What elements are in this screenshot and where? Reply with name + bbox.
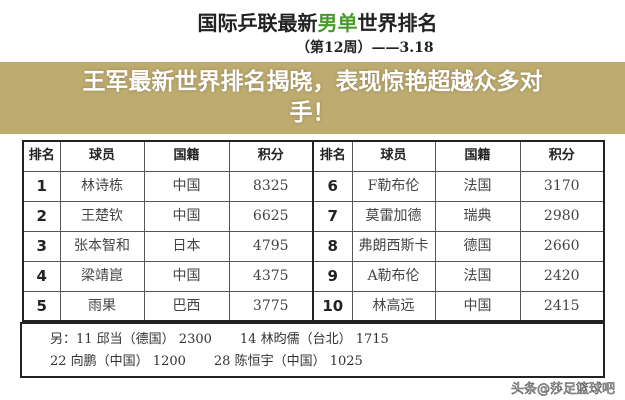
player-cell: 林诗栋 bbox=[59, 170, 145, 202]
player-cell: 王楚钦 bbox=[59, 200, 145, 232]
header-cell: 国籍 bbox=[143, 140, 230, 172]
player-cell: 林高远 bbox=[351, 290, 436, 322]
player-cell: 莫雷加德 bbox=[351, 200, 436, 232]
header-cell: 积分 bbox=[228, 140, 314, 172]
table-row: 4 梁靖崑 中国 4375 9 A勒布伦 法国 2420 bbox=[22, 260, 605, 292]
player-cell: 弗朗西斯卡 bbox=[351, 230, 436, 262]
headline-banner: 王军最新世界排名揭晓，表现惊艳超越众多对手！ bbox=[0, 62, 625, 134]
table-row: 2 王楚钦 中国 6625 7 莫雷加德 瑞典 2980 bbox=[22, 200, 605, 232]
points-cell: 2420 bbox=[519, 260, 605, 292]
note-item: 14 林昀儒（台北） 1715 bbox=[239, 332, 389, 347]
points-cell: 2660 bbox=[519, 230, 605, 262]
watermark: 头条@莎足篮球吧 bbox=[510, 382, 616, 398]
country-cell: 中国 bbox=[434, 290, 521, 322]
player-cell: F勒布伦 bbox=[351, 170, 436, 202]
rank-cell: 2 bbox=[22, 200, 61, 232]
points-cell: 4375 bbox=[228, 260, 314, 292]
additional-rankings: 另：11 邱当（德国） 2300 14 林昀儒（台北） 1715 22 向鹏（中国… bbox=[20, 322, 605, 378]
country-cell: 法国 bbox=[434, 260, 521, 292]
points-cell: 3170 bbox=[519, 170, 605, 202]
header-cell: 国籍 bbox=[434, 140, 521, 172]
points-cell: 4795 bbox=[228, 230, 314, 262]
rank-cell: 4 bbox=[22, 260, 61, 292]
player-cell: A勒布伦 bbox=[351, 260, 436, 292]
table-row: 3 张本智和 日本 4795 8 弗朗西斯卡 德国 2660 bbox=[22, 230, 605, 262]
table-header-row: 排名 球员 国籍 积分 排名 球员 国籍 积分 bbox=[22, 140, 605, 172]
rank-cell: 8 bbox=[312, 230, 353, 262]
rank-cell: 9 bbox=[312, 260, 353, 292]
header-cell: 排名 bbox=[312, 140, 353, 172]
rank-cell: 5 bbox=[22, 290, 61, 322]
ranking-title: 国际乒联最新男单世界排名 bbox=[197, 11, 438, 35]
title-highlight: 男单 bbox=[317, 11, 358, 35]
note-item: 28 陈恒宇（中国） 1025 bbox=[213, 354, 363, 369]
country-cell: 中国 bbox=[143, 260, 230, 292]
rank-cell: 3 bbox=[22, 230, 61, 262]
country-cell: 日本 bbox=[143, 230, 230, 262]
rank-cell: 10 bbox=[312, 290, 353, 322]
points-cell: 8325 bbox=[228, 170, 314, 202]
rank-cell: 6 bbox=[312, 170, 353, 202]
note-item: 另：11 邱当（德国） 2300 bbox=[50, 332, 212, 347]
points-cell: 2415 bbox=[519, 290, 605, 322]
country-cell: 德国 bbox=[434, 230, 521, 262]
country-cell: 中国 bbox=[143, 170, 230, 202]
player-cell: 张本智和 bbox=[59, 230, 145, 262]
ranking-subtitle: （第12周）——3.18 bbox=[296, 40, 434, 56]
header-cell: 积分 bbox=[519, 140, 605, 172]
player-cell: 梁靖崑 bbox=[59, 260, 145, 292]
table-row: 1 林诗栋 中国 8325 6 F勒布伦 法国 3170 bbox=[22, 170, 605, 202]
rank-cell: 1 bbox=[22, 170, 61, 202]
table-row: 5 雨果 巴西 3775 10 林高远 中国 2415 bbox=[22, 290, 605, 322]
header-cell: 排名 bbox=[22, 140, 61, 172]
player-cell: 雨果 bbox=[59, 290, 145, 322]
headline-text: 王军最新世界排名揭晓，表现惊艳超越众多对手！ bbox=[82, 69, 543, 126]
points-cell: 6625 bbox=[228, 200, 314, 232]
country-cell: 巴西 bbox=[143, 290, 230, 322]
country-cell: 法国 bbox=[434, 170, 521, 202]
points-cell: 2980 bbox=[519, 200, 605, 232]
country-cell: 瑞典 bbox=[434, 200, 521, 232]
header-cell: 球员 bbox=[59, 140, 145, 172]
country-cell: 中国 bbox=[143, 200, 230, 232]
rank-cell: 7 bbox=[312, 200, 353, 232]
ranking-table: 排名 球员 国籍 积分 排名 球员 国籍 积分 1 林诗栋 中国 8325 6 F勒布伦法… bbox=[22, 140, 605, 322]
note-item: 22 向鹏（中国） 1200 bbox=[50, 354, 186, 369]
header-cell: 球员 bbox=[351, 140, 436, 172]
points-cell: 3775 bbox=[228, 290, 314, 322]
